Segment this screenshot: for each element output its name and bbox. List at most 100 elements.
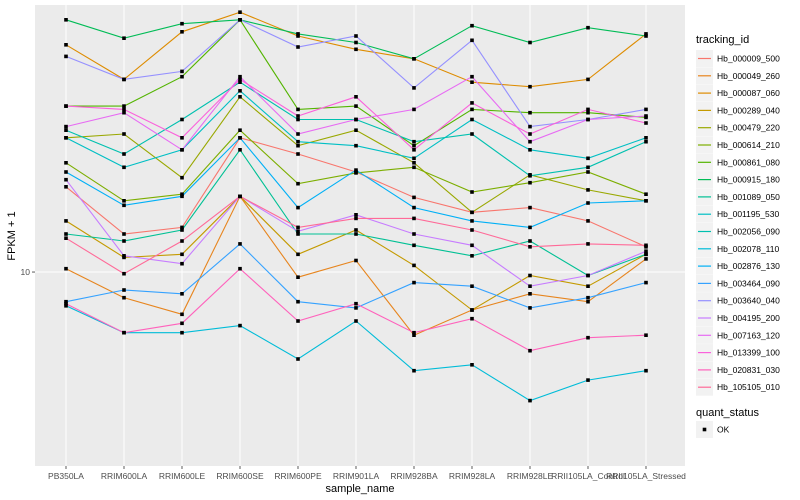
data-point-Hb_002876_130 (586, 201, 590, 205)
data-point-Hb_002056_090 (412, 139, 416, 144)
data-point-Hb_000049_260 (64, 266, 68, 271)
data-point-Hb_004195_200 (412, 232, 416, 236)
data-point-Hb_003464_090 (470, 284, 474, 288)
data-point-Hb_013399_100 (238, 77, 242, 82)
data-point-Hb_004195_200 (354, 213, 358, 217)
data-point-Hb_003464_090 (122, 288, 126, 292)
legend-item: Hb_004195_200 (696, 309, 780, 327)
data-point-Hb_020831_030 (644, 333, 648, 337)
data-point-Hb_001195_530 (470, 117, 474, 122)
data-point-Hb_000049_260 (644, 257, 648, 261)
data-point-Hb_007163_120 (64, 124, 68, 129)
data-point-Hb_003464_090 (644, 280, 648, 285)
legend-label: Hb_105105_010 (717, 382, 780, 392)
data-point-Hb_002876_130 (412, 205, 416, 210)
data-point-Hb_000915_180 (64, 18, 68, 22)
legend-label: Hb_000614_210 (717, 140, 780, 150)
data-point-Hb_003464_090 (180, 292, 184, 296)
legend-item: Hb_007163_120 (696, 326, 780, 344)
data-point-Hb_000861_080 (296, 107, 300, 112)
data-point-Hb_002876_130 (296, 205, 300, 210)
data-point-Hb_000087_060 (644, 32, 648, 36)
data-point-Hb_000614_210 (412, 165, 416, 170)
data-point-Hb_000289_040 (354, 228, 358, 232)
data-point-Hb_000915_180 (180, 21, 184, 26)
legend: tracking_id Hb_000009_500 Hb_000049_260 Hb… (696, 34, 780, 438)
y-tick-label: 10 (21, 267, 31, 277)
data-point-Hb_000915_180 (586, 25, 590, 30)
data-point-Hb_105105_010 (354, 216, 358, 221)
data-point-Hb_000049_260 (354, 258, 358, 263)
data-point-Hb_013399_100 (122, 107, 126, 112)
data-point-Hb_105105_010 (122, 271, 126, 276)
data-point-Hb_001089_050 (296, 232, 300, 236)
data-point-Hb_002876_130 (122, 203, 126, 208)
data-point-Hb_000049_260 (180, 312, 184, 317)
data-point-Hb_000614_210 (528, 180, 532, 185)
data-points (64, 10, 648, 403)
data-point-Hb_000009_500 (180, 225, 184, 230)
data-point-Hb_105105_010 (296, 225, 300, 230)
data-point-Hb_020831_030 (586, 335, 590, 340)
legend-label: Hb_002078_110 (717, 244, 780, 254)
data-point-Hb_007163_120 (528, 139, 532, 144)
data-point-Hb_002876_130 (470, 219, 474, 223)
data-point-Hb_003640_040 (412, 86, 416, 90)
data-point-Hb_007163_120 (644, 114, 648, 118)
data-point-Hb_000614_210 (644, 192, 648, 196)
data-point-Hb_002876_130 (354, 168, 358, 172)
data-point-Hb_000049_260 (296, 275, 300, 279)
data-point-Hb_000614_210 (296, 181, 300, 186)
data-point-Hb_003640_040 (470, 38, 474, 43)
legend-item: Hb_000289_040 (696, 101, 780, 119)
data-point-Hb_003640_040 (64, 54, 68, 59)
data-point-Hb_007163_120 (470, 74, 474, 79)
panel-background (35, 5, 685, 466)
legend-item: Hb_001195_530 (696, 205, 780, 223)
data-point-Hb_001195_530 (354, 143, 358, 148)
data-point-Hb_003640_040 (238, 18, 242, 22)
data-point-Hb_007163_120 (586, 117, 590, 122)
data-point-Hb_000289_040 (296, 252, 300, 257)
legend-item: Hb_002876_130 (696, 257, 780, 275)
data-point-Hb_007163_120 (296, 132, 300, 136)
data-point-Hb_000861_080 (354, 104, 358, 108)
data-point-Hb_002056_090 (296, 117, 300, 122)
data-point-Hb_000479_220 (412, 161, 416, 165)
data-point-Hb_001195_530 (296, 139, 300, 144)
data-point-Hb_000087_060 (586, 77, 590, 82)
legend-title: tracking_id (696, 34, 749, 46)
data-point-Hb_000861_080 (412, 143, 416, 148)
data-point-Hb_001195_530 (644, 136, 648, 140)
x-axis-title: sample_name (325, 483, 394, 495)
data-point-Hb_105105_010 (644, 243, 648, 248)
legend-item: Hb_000049_260 (696, 67, 780, 85)
x-tick-label: RRIM928LE (507, 471, 554, 481)
data-point-Hb_105105_010 (412, 216, 416, 221)
data-point-Hb_000049_260 (528, 292, 532, 296)
data-point-Hb_002876_130 (64, 170, 68, 174)
data-point-Hb_013399_100 (354, 95, 358, 99)
x-tick-label: RRIM600PE (274, 471, 322, 481)
legend-label: Hb_000915_180 (717, 175, 780, 185)
data-point-Hb_000087_060 (296, 34, 300, 38)
data-point-Hb_001089_050 (64, 232, 68, 236)
data-point-Hb_000479_220 (238, 95, 242, 99)
data-point-Hb_000614_210 (586, 170, 590, 174)
x-tick-label: RRII105LA_Stressed (606, 471, 686, 481)
shape-legend-title: quant_status (696, 407, 759, 419)
data-point-Hb_002056_090 (64, 128, 68, 132)
legend-label: Hb_004195_200 (717, 313, 780, 323)
data-point-Hb_007163_120 (180, 148, 184, 152)
data-point-Hb_000289_040 (180, 252, 184, 257)
data-point-Hb_000049_260 (586, 299, 590, 304)
data-point-Hb_000861_080 (586, 110, 590, 115)
legend-item: Hb_000087_060 (696, 84, 780, 102)
data-point-Hb_003464_090 (354, 306, 358, 310)
data-point-Hb_000614_210 (180, 192, 184, 196)
data-point-Hb_000614_210 (354, 171, 358, 175)
legend-item: Hb_000009_500 (696, 50, 780, 67)
legend-item: Hb_000479_220 (696, 119, 780, 137)
data-point-Hb_000087_060 (470, 80, 474, 84)
data-point-Hb_020831_030 (180, 321, 184, 326)
